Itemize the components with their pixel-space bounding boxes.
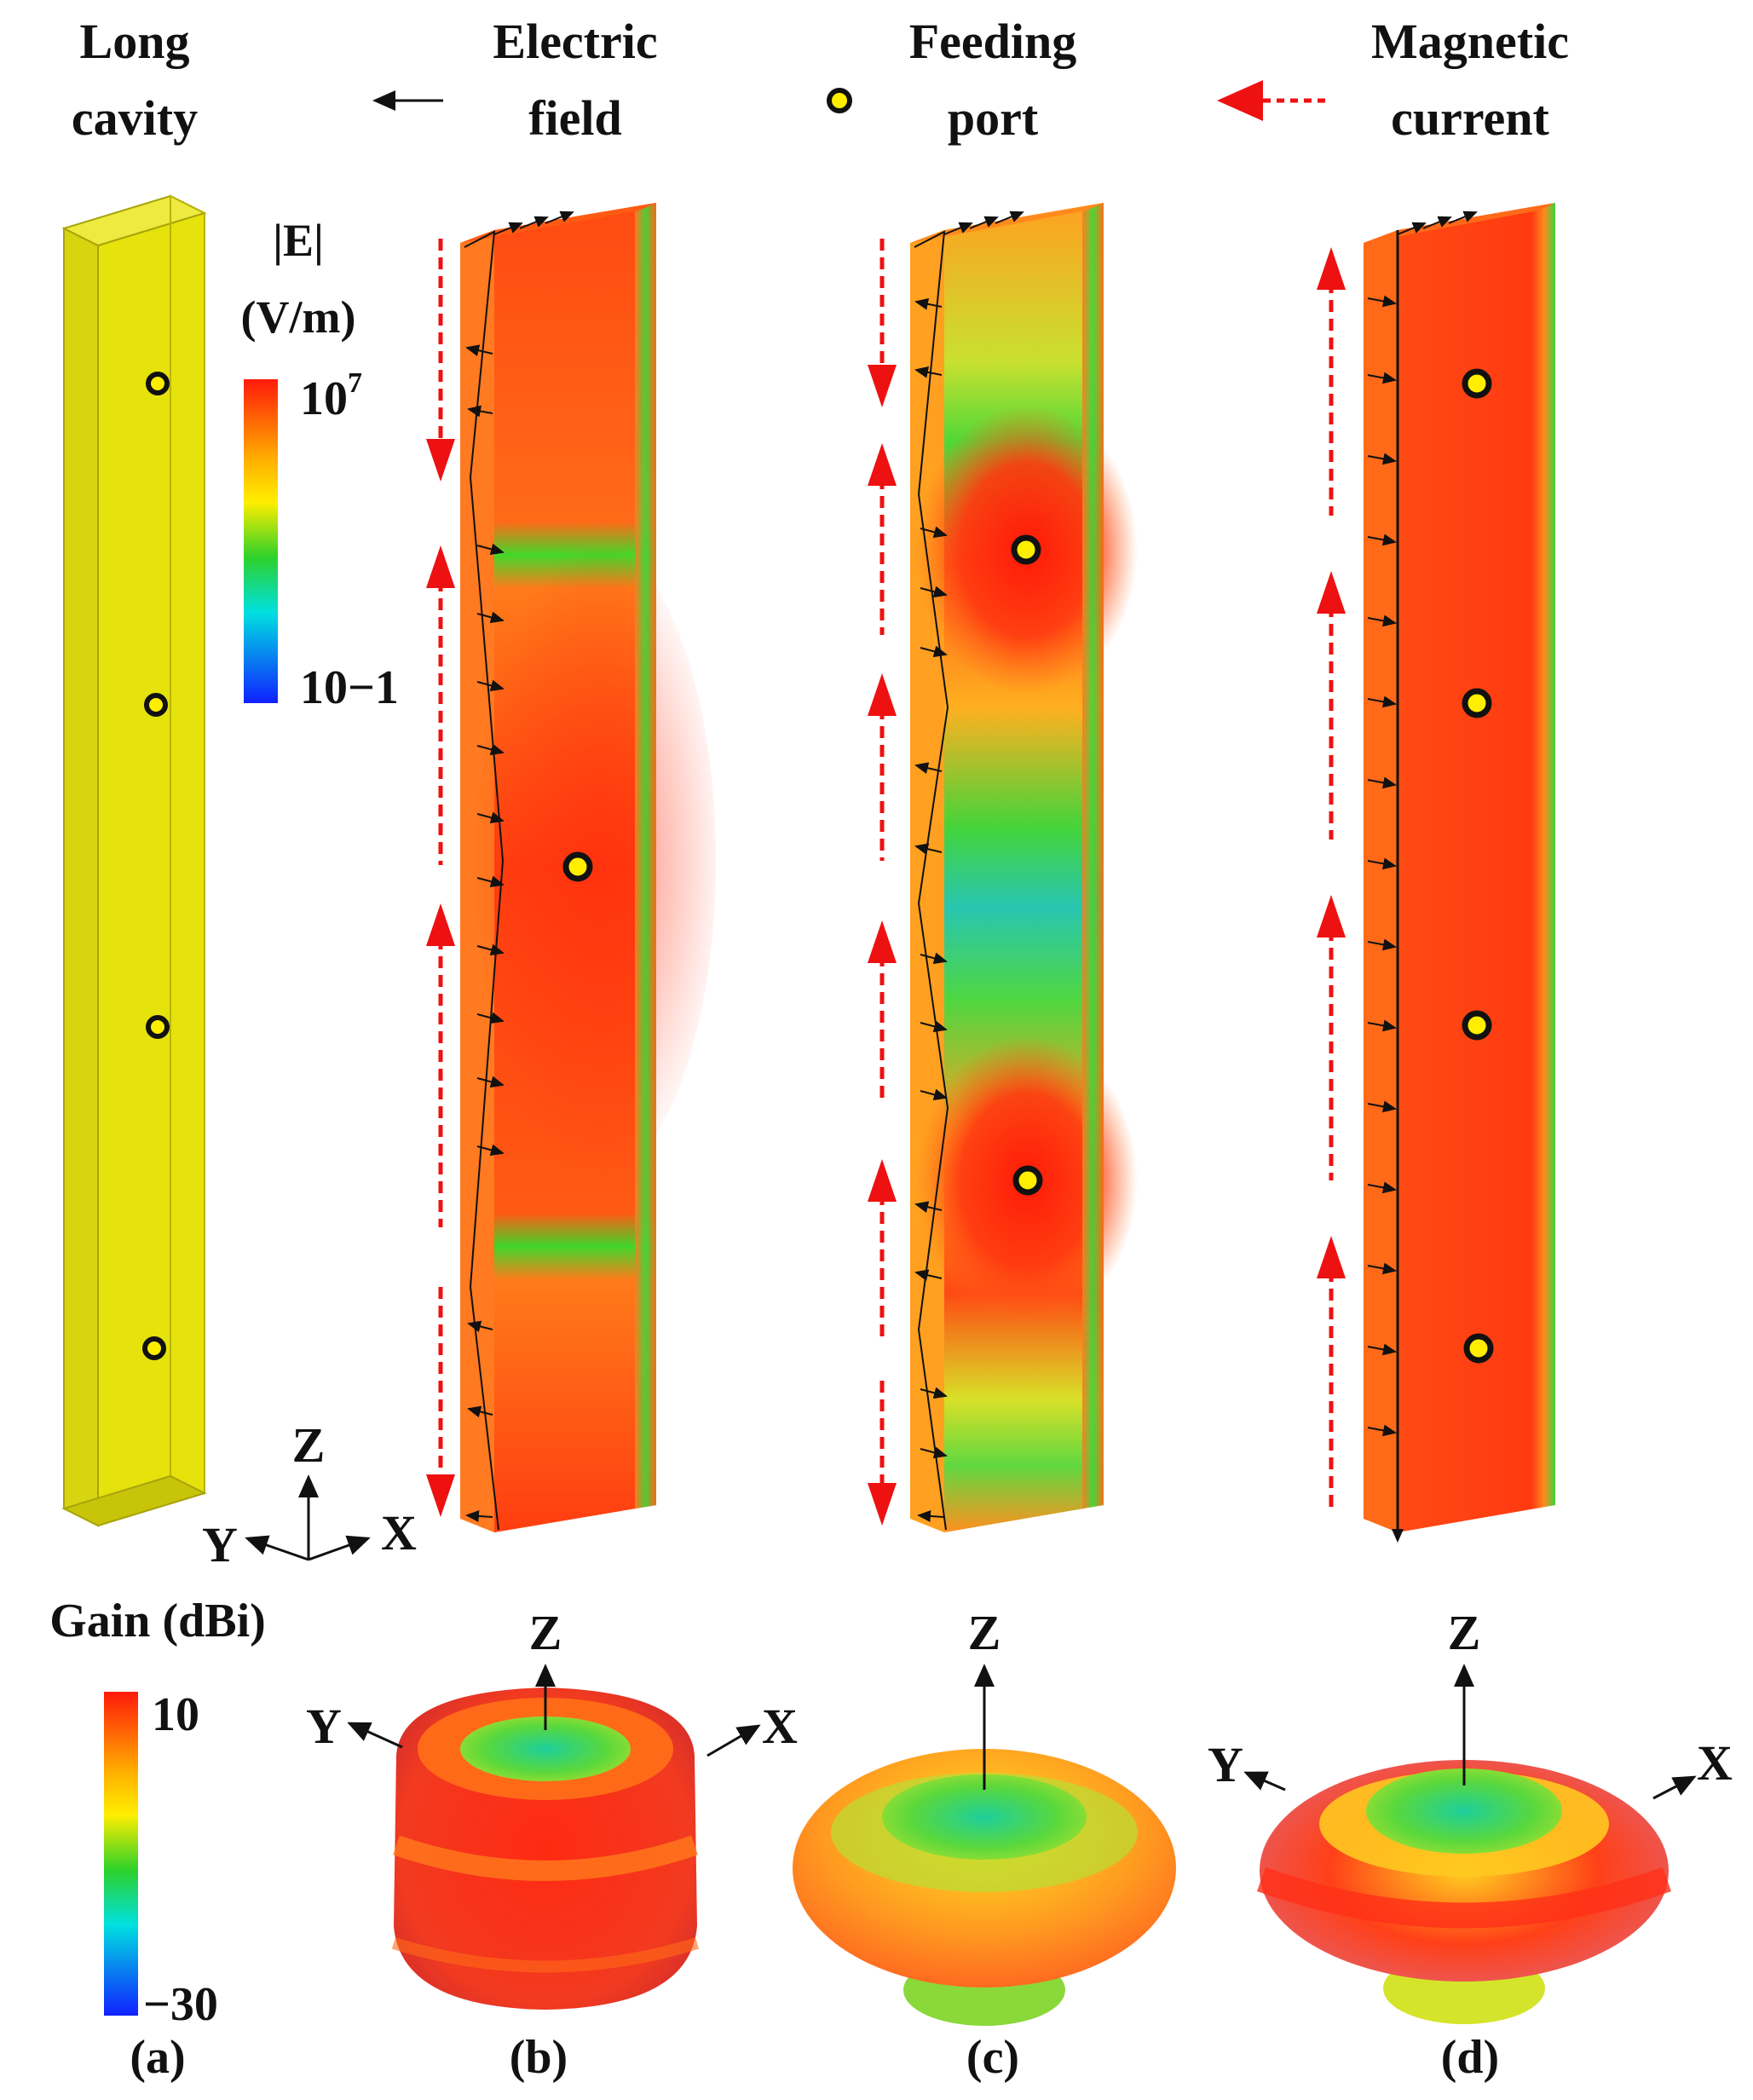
z-axis-label: Z <box>529 1605 562 1660</box>
panel-label-b: (b) <box>510 2031 568 2084</box>
panel-label-d: (d) <box>1441 2031 1499 2084</box>
y-axis-label: Y <box>1208 1737 1243 1792</box>
x-axis-arrow-icon <box>308 1535 371 1561</box>
y-axis-label: Y <box>202 1517 238 1572</box>
legend-feeding-port-line2: port <box>948 90 1039 146</box>
feeding-port-icon <box>1462 1010 1492 1041</box>
feeding-port-icon <box>1462 688 1492 718</box>
legend-long-cavity-line1: Long <box>80 14 190 69</box>
x-axis-label: X <box>1697 1735 1733 1791</box>
radiation-pattern-d: Z Y X <box>1208 1605 1733 2024</box>
y-axis-arrow-icon <box>347 1722 403 1749</box>
magnetic-current-arrow-icon <box>1217 80 1263 121</box>
y-axis-arrow-icon <box>245 1535 309 1561</box>
e-field-arrows-d <box>1367 211 1478 1543</box>
magnetic-current-arrows-d <box>1317 247 1346 1509</box>
panel-label-a: (a) <box>130 2031 185 2084</box>
e-colorbar-title: |E| <box>273 215 324 266</box>
e-field-panel-b <box>426 203 716 1532</box>
feeding-port-icon <box>146 1015 170 1039</box>
y-axis-label: Y <box>306 1699 342 1754</box>
coordinate-axes: Z Y X <box>202 1417 417 1572</box>
radiation-pattern-c: Z <box>793 1605 1176 2026</box>
legend-magnetic-current-line1: Magnetic <box>1371 14 1569 69</box>
e-field-arrows-b <box>465 211 574 1522</box>
x-axis-arrow-icon <box>1652 1775 1697 1800</box>
y-axis-arrow-icon <box>1243 1771 1286 1791</box>
e-field-colorbar: |E| (V/m) 107 10−1 <box>241 215 399 714</box>
z-axis-label: Z <box>1448 1605 1481 1660</box>
feeding-port-icon <box>1011 534 1041 565</box>
feeding-port-icon <box>142 1336 166 1360</box>
feeding-port-icon <box>827 88 852 113</box>
long-cavity-model <box>61 194 207 1527</box>
e-colorbar-min: 10−1 <box>300 661 399 714</box>
x-axis-label: X <box>762 1699 798 1754</box>
e-field-panel-c <box>868 203 1138 1532</box>
z-axis-label: Z <box>292 1417 326 1473</box>
gain-colorbar-title: Gain (dBi) <box>49 1595 266 1647</box>
radiation-pattern-b: Z Y X <box>306 1605 798 2010</box>
legend-electric-field: Electric field <box>372 14 658 146</box>
feeding-port-icon <box>1462 368 1492 399</box>
legend-magnetic-current: Magnetic current <box>1217 14 1569 146</box>
x-axis-arrow-icon <box>706 1724 761 1757</box>
legend-long-cavity-line2: cavity <box>72 90 198 146</box>
gain-colorbar-min: −30 <box>143 1978 218 2031</box>
feeding-port-icon <box>1012 1165 1043 1196</box>
e-colorbar-gradient <box>244 379 278 703</box>
magnetic-current-arrows-b <box>426 239 455 1517</box>
e-field-arrows-c <box>914 211 1024 1522</box>
gain-colorbar: Gain (dBi) 10 −30 <box>49 1595 266 2031</box>
e-colorbar-max: 107 <box>300 367 362 425</box>
e-field-panel-d <box>1317 203 1555 1543</box>
e-colorbar-unit: (V/m) <box>241 291 356 343</box>
gain-colorbar-max: 10 <box>152 1688 199 1741</box>
magnetic-current-arrows-c <box>868 239 897 1526</box>
feeding-port-icon <box>144 693 168 717</box>
feeding-port-icon <box>1463 1333 1494 1364</box>
legend-feeding-port: Feeding port <box>827 14 1077 146</box>
legend-electric-field-line1: Electric <box>493 14 657 69</box>
feeding-port-icon <box>146 372 170 395</box>
panel-label-c: (c) <box>966 2031 1019 2084</box>
legend-feeding-port-line1: Feeding <box>909 14 1077 69</box>
z-axis-label: Z <box>968 1605 1001 1660</box>
feeding-port-icon <box>562 851 593 882</box>
legend-long-cavity: Long cavity <box>72 14 198 146</box>
gain-colorbar-gradient <box>104 1692 138 2016</box>
legend-magnetic-current-line2: current <box>1391 90 1549 146</box>
x-axis-label: X <box>381 1505 417 1561</box>
legend-electric-field-line2: field <box>528 90 622 146</box>
